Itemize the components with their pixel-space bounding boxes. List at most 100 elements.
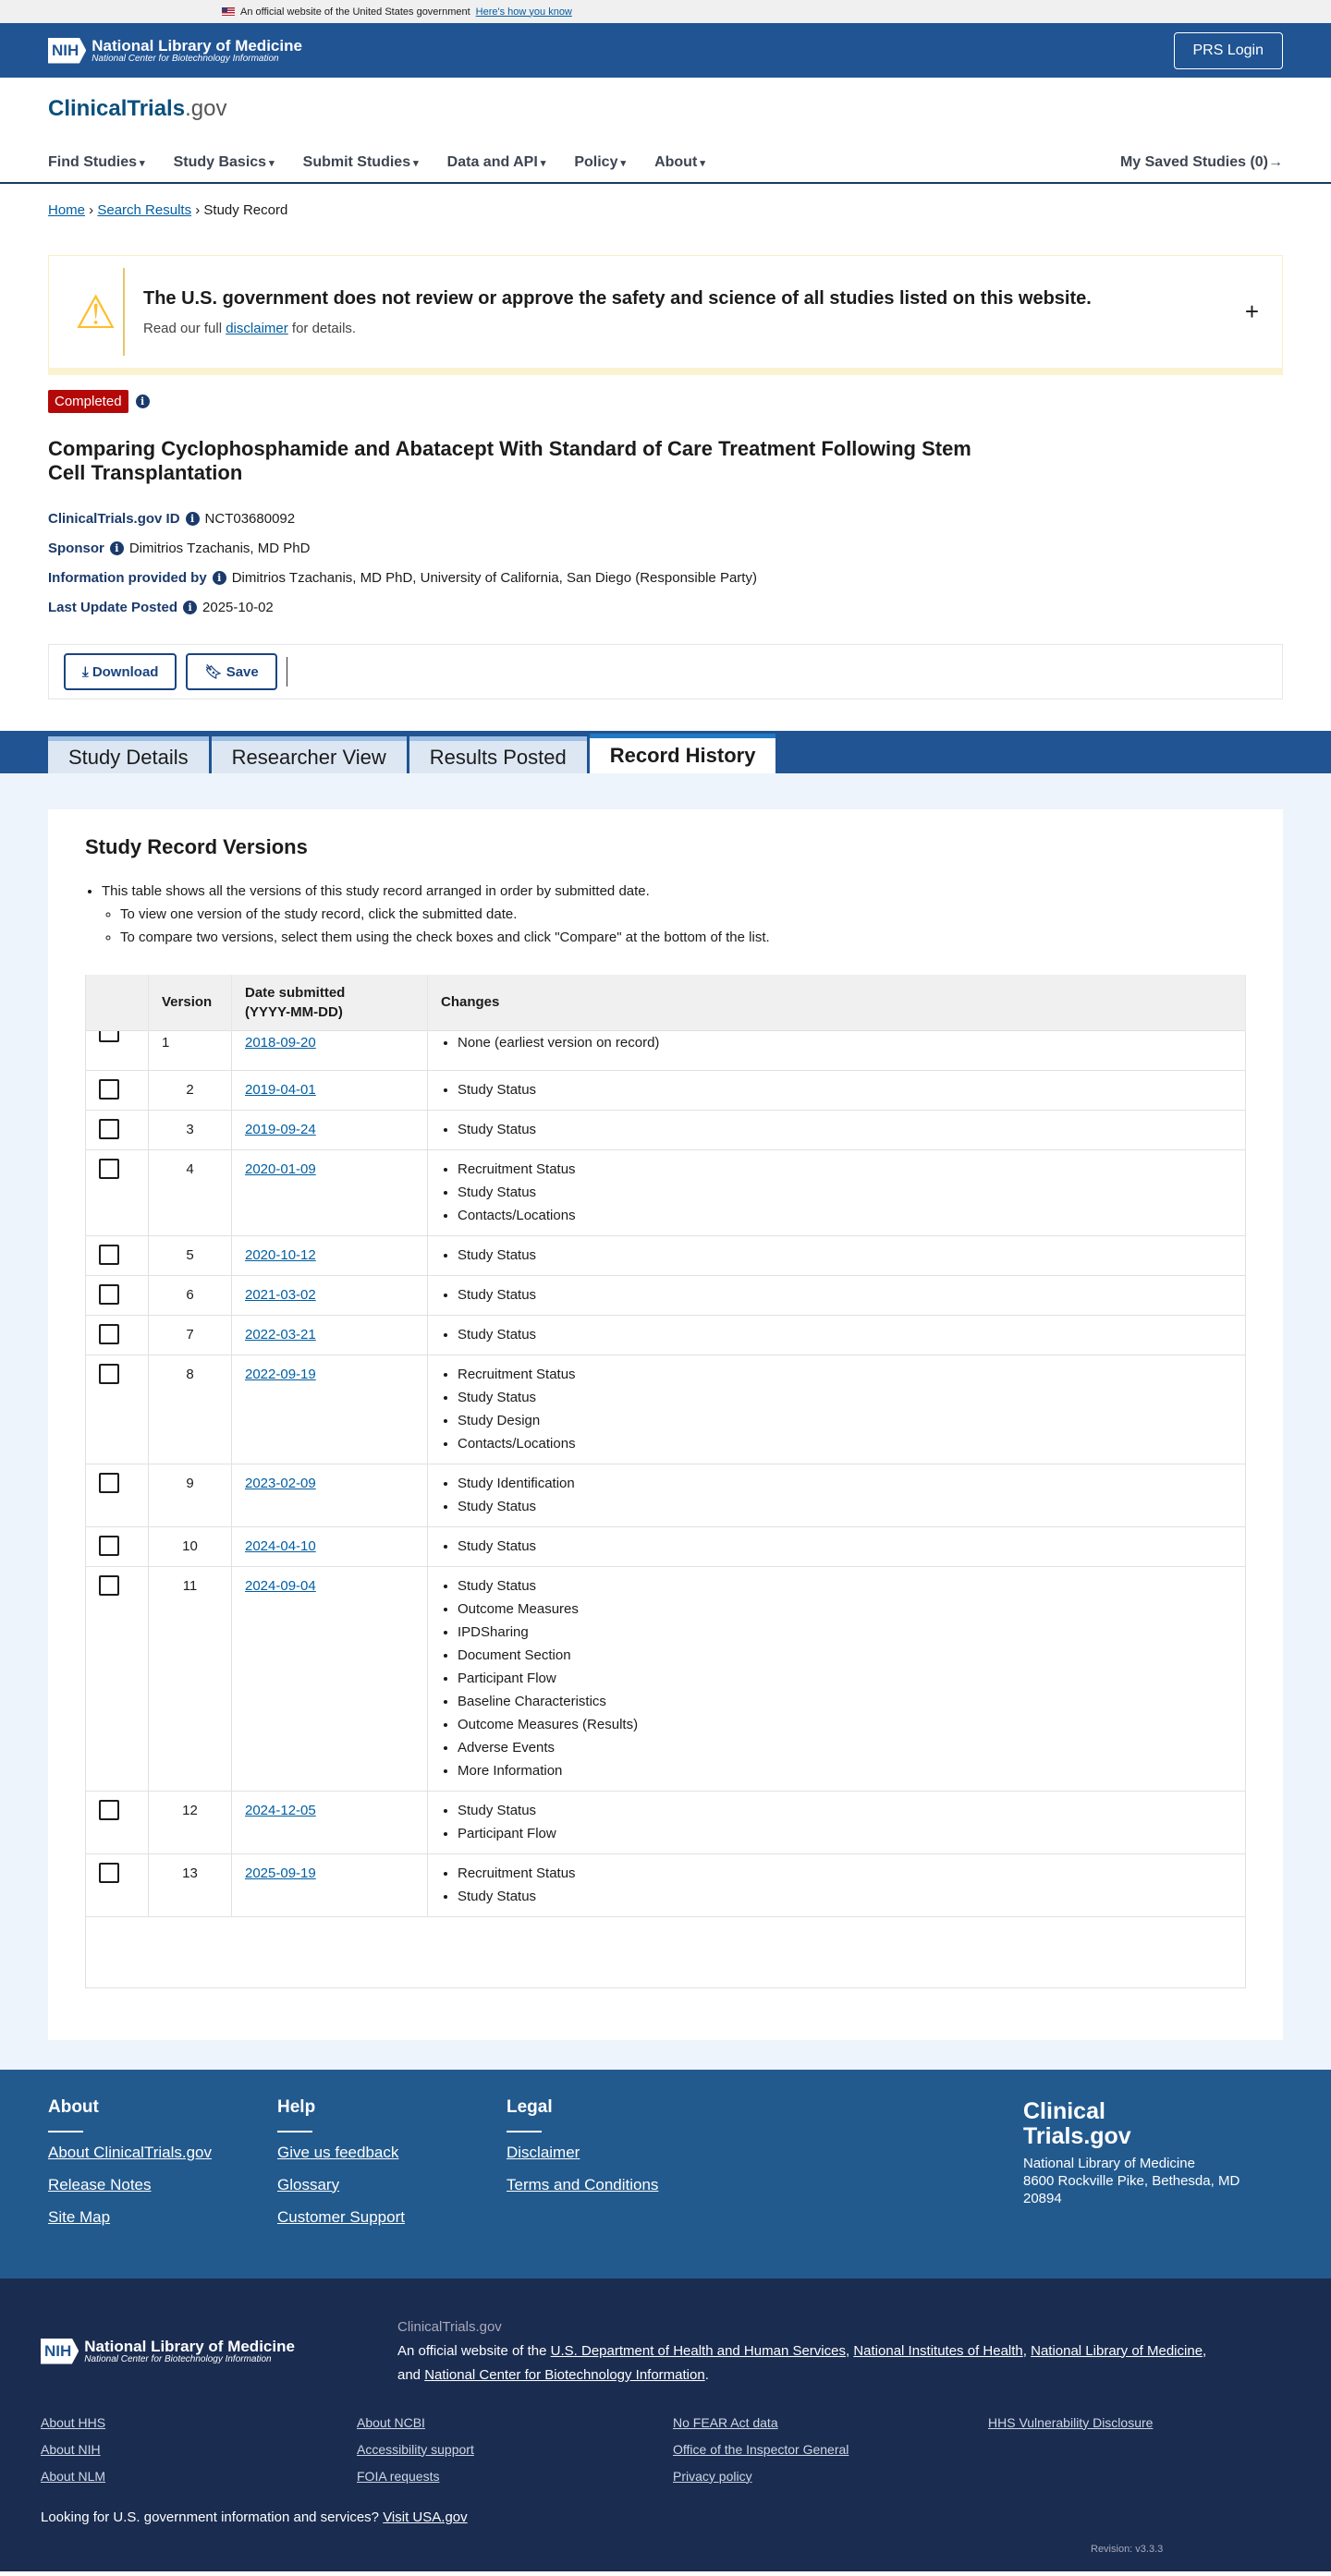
- meta-label: Last Update Posted: [48, 599, 178, 615]
- footer-bottom-link[interactable]: Privacy policy: [673, 2468, 752, 2484]
- version-checkbox[interactable]: [99, 1244, 119, 1265]
- footer-link[interactable]: About ClinicalTrials.gov: [48, 2143, 212, 2161]
- info-icon[interactable]: i: [212, 570, 226, 585]
- footer-heading: Legal: [507, 2096, 553, 2117]
- version-date-link[interactable]: 2025-09-19: [245, 1865, 316, 1881]
- change-item: IPDSharing: [458, 1621, 1232, 1644]
- change-item: Study Status: [458, 1799, 1232, 1822]
- nav-policy[interactable]: Policy: [574, 154, 626, 171]
- footer-link[interactable]: Give us feedback: [277, 2143, 399, 2161]
- expand-plus-icon[interactable]: +: [1244, 298, 1259, 325]
- footer-bottom-link[interactable]: No FEAR Act data: [673, 2414, 778, 2430]
- nav-submit-studies[interactable]: Submit Studies: [303, 154, 419, 171]
- disclaimer-link[interactable]: disclaimer: [226, 320, 288, 336]
- version-date-link[interactable]: 2022-03-21: [245, 1326, 316, 1343]
- footer-bottom-link[interactable]: About NCBI: [357, 2414, 425, 2430]
- version-checkbox[interactable]: [99, 1472, 119, 1493]
- info-icon[interactable]: i: [135, 395, 150, 408]
- version-checkbox[interactable]: [99, 1031, 119, 1042]
- version-number: 4: [148, 1148, 232, 1235]
- version-number: 12: [148, 1790, 232, 1853]
- tab-researcher-view[interactable]: Researcher View: [211, 736, 407, 773]
- site-logo[interactable]: ClinicalTrials.gov: [0, 78, 1331, 142]
- info-icon[interactable]: i: [185, 511, 200, 526]
- prs-login-button[interactable]: PRS Login: [1173, 31, 1283, 69]
- version-date-link[interactable]: 2020-01-09: [245, 1160, 316, 1177]
- change-item: Recruitment Status: [458, 1862, 1232, 1885]
- version-date-link[interactable]: 2019-04-01: [245, 1081, 316, 1098]
- version-number: 3: [148, 1109, 232, 1149]
- tab-study-details[interactable]: Study Details: [48, 736, 209, 773]
- saved-studies-link[interactable]: My Saved Studies (0)→: [1119, 153, 1283, 170]
- nih-header: NIH National Library of Medicine National…: [0, 23, 1331, 78]
- breadcrumb-home[interactable]: Home: [48, 202, 86, 218]
- version-number: 11: [148, 1565, 232, 1791]
- change-item: Document Section: [458, 1644, 1232, 1667]
- nav-data-api[interactable]: Data and API: [447, 154, 546, 171]
- change-item: Recruitment Status: [458, 1158, 1232, 1181]
- version-checkbox[interactable]: [99, 1862, 119, 1883]
- footer-site: ClinicalTrials.gov: [397, 2318, 502, 2335]
- change-item: Study Design: [458, 1409, 1232, 1432]
- footer-bottom-link[interactable]: About NIH: [41, 2441, 101, 2457]
- footer-link[interactable]: Disclaimer: [507, 2143, 580, 2161]
- footer-link[interactable]: Customer Support: [277, 2207, 405, 2226]
- table-row: 11 2024-09-04 Study StatusOutcome Measur…: [85, 1565, 1246, 1791]
- version-date-link[interactable]: 2021-03-02: [245, 1286, 316, 1303]
- version-checkbox[interactable]: [99, 1078, 119, 1100]
- agency-link[interactable]: National Library of Medicine: [1031, 2342, 1203, 2359]
- version-checkbox[interactable]: [99, 1118, 119, 1139]
- version-date-link[interactable]: 2024-12-05: [245, 1802, 316, 1818]
- footer-link[interactable]: Release Notes: [48, 2175, 152, 2193]
- footer-bottom-link[interactable]: FOIA requests: [357, 2468, 440, 2484]
- tab-record-history[interactable]: Record History: [589, 734, 776, 773]
- nav-study-basics[interactable]: Study Basics: [174, 154, 275, 171]
- agency-link[interactable]: National Center for Biotechnology Inform…: [424, 2366, 705, 2383]
- intro-sub: To view one version of the study record,…: [120, 903, 1246, 926]
- info-icon[interactable]: i: [183, 600, 198, 614]
- version-checkbox[interactable]: [99, 1283, 119, 1305]
- version-number: 13: [148, 1853, 232, 1916]
- footer-link[interactable]: Site Map: [48, 2207, 111, 2226]
- tab-results-posted[interactable]: Results Posted: [409, 736, 587, 773]
- meta-value: Dimitrios Tzachanis, MD PhD, University …: [231, 569, 757, 586]
- footer-bottom-link[interactable]: Accessibility support: [357, 2441, 474, 2457]
- info-icon[interactable]: i: [109, 541, 124, 555]
- change-item: Outcome Measures: [458, 1598, 1232, 1621]
- version-checkbox[interactable]: [99, 1323, 119, 1344]
- footer-bottom-link[interactable]: Office of the Inspector General: [673, 2441, 849, 2457]
- footer-bottom-link[interactable]: About NLM: [41, 2468, 106, 2484]
- version-checkbox[interactable]: [99, 1574, 119, 1596]
- footer-bottom-link[interactable]: HHS Vulnerability Disclosure: [988, 2414, 1154, 2430]
- nav-find-studies[interactable]: Find Studies: [48, 154, 145, 171]
- version-checkbox[interactable]: [99, 1799, 119, 1820]
- footer-bottom-link[interactable]: About HHS: [41, 2414, 106, 2430]
- usa-gov-link[interactable]: Visit USA.gov: [383, 2509, 468, 2525]
- version-date-link[interactable]: 2020-10-12: [245, 1246, 316, 1263]
- heres-how-you-know-link[interactable]: Here's how you know: [475, 6, 572, 18]
- version-date-link[interactable]: 2024-09-04: [245, 1577, 316, 1594]
- footer-nlm-logo[interactable]: NIH National Library of Medicine National…: [41, 2315, 342, 2388]
- agency-link[interactable]: National Institutes of Health: [853, 2342, 1023, 2359]
- agency-link[interactable]: U.S. Department of Health and Human Serv…: [550, 2342, 846, 2359]
- footer-link[interactable]: Terms and Conditions: [507, 2175, 659, 2193]
- save-button[interactable]: 🔖︎ Save: [186, 653, 277, 690]
- study-meta: ClinicalTrials.gov ID i NCT03680092 Sponso…: [48, 504, 1283, 622]
- change-item: Study Status: [458, 1323, 1232, 1346]
- footer-link[interactable]: Glossary: [277, 2175, 340, 2193]
- version-date-link[interactable]: 2024-04-10: [245, 1537, 316, 1554]
- version-date-link[interactable]: 2022-09-19: [245, 1366, 316, 1382]
- breadcrumb-search-results[interactable]: Search Results: [97, 202, 192, 218]
- version-date-link[interactable]: 2018-09-20: [245, 1034, 316, 1051]
- download-button[interactable]: ⤓ Download: [64, 653, 177, 690]
- version-checkbox[interactable]: [99, 1158, 119, 1179]
- version-date-link[interactable]: 2023-02-09: [245, 1475, 316, 1491]
- nlm-logo[interactable]: NIH National Library of Medicine National…: [48, 37, 302, 64]
- footer-top: About About ClinicalTrials.gov Release Not…: [0, 2069, 1331, 2278]
- version-checkbox[interactable]: [99, 1363, 119, 1384]
- nav-about[interactable]: About: [654, 154, 705, 171]
- version-date-link[interactable]: 2019-09-24: [245, 1121, 316, 1137]
- version-checkbox[interactable]: [99, 1535, 119, 1556]
- table-row: 9 2023-02-09 Study IdentificationStudy S…: [85, 1463, 1246, 1526]
- change-item: Contacts/Locations: [458, 1204, 1232, 1227]
